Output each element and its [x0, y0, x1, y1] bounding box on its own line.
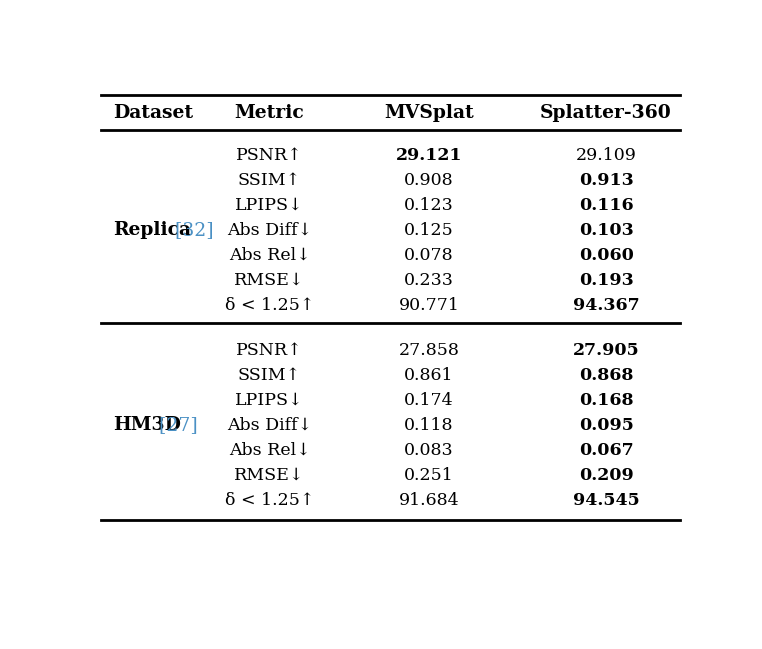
Text: 29.109: 29.109: [575, 147, 636, 164]
Text: 29.121: 29.121: [395, 147, 463, 164]
Text: 0.116: 0.116: [579, 197, 633, 214]
Text: Dataset: Dataset: [113, 104, 193, 122]
Text: δ < 1.25↑: δ < 1.25↑: [225, 492, 314, 509]
Text: 27.905: 27.905: [573, 342, 639, 359]
Text: 0.251: 0.251: [404, 467, 454, 484]
Text: 0.861: 0.861: [404, 367, 453, 384]
Text: 0.868: 0.868: [579, 367, 633, 384]
Text: 91.684: 91.684: [399, 492, 459, 509]
Text: MVSplat: MVSplat: [384, 104, 474, 122]
Text: 94.367: 94.367: [573, 297, 639, 313]
Text: HM3D: HM3D: [113, 416, 181, 434]
Text: 0.233: 0.233: [404, 272, 454, 289]
Text: 0.067: 0.067: [578, 442, 633, 459]
Text: 94.545: 94.545: [573, 492, 639, 509]
Text: Abs Diff↓: Abs Diff↓: [227, 417, 312, 434]
Text: 0.060: 0.060: [578, 247, 633, 263]
Text: δ < 1.25↑: δ < 1.25↑: [225, 297, 314, 313]
Text: 0.103: 0.103: [578, 222, 633, 239]
Text: 0.193: 0.193: [578, 272, 633, 289]
Text: LPIPS↓: LPIPS↓: [235, 197, 304, 214]
Text: PSNR↑: PSNR↑: [236, 342, 303, 359]
Text: Abs Rel↓: Abs Rel↓: [229, 247, 310, 263]
Text: 0.095: 0.095: [578, 417, 633, 434]
Text: 0.123: 0.123: [404, 197, 454, 214]
Text: RMSE↓: RMSE↓: [234, 272, 305, 289]
Text: PSNR↑: PSNR↑: [236, 147, 303, 164]
Text: 0.174: 0.174: [404, 392, 453, 409]
Text: Abs Rel↓: Abs Rel↓: [229, 442, 310, 459]
Text: 90.771: 90.771: [399, 297, 459, 313]
Text: 0.168: 0.168: [579, 392, 633, 409]
Text: 0.125: 0.125: [404, 222, 454, 239]
Text: SSIM↑: SSIM↑: [238, 172, 301, 189]
Text: RMSE↓: RMSE↓: [234, 467, 305, 484]
Text: [32]: [32]: [169, 221, 213, 239]
Text: Abs Diff↓: Abs Diff↓: [227, 222, 312, 239]
Text: LPIPS↓: LPIPS↓: [235, 392, 304, 409]
Text: 0.083: 0.083: [404, 442, 453, 459]
Text: 27.858: 27.858: [399, 342, 459, 359]
Text: [27]: [27]: [153, 416, 198, 434]
Text: 0.209: 0.209: [578, 467, 633, 484]
Text: Splatter-360: Splatter-360: [540, 104, 672, 122]
Text: Replica: Replica: [113, 221, 191, 239]
Text: Metric: Metric: [235, 104, 304, 122]
Text: 0.908: 0.908: [404, 172, 453, 189]
Text: 0.078: 0.078: [404, 247, 453, 263]
Text: SSIM↑: SSIM↑: [238, 367, 301, 384]
Text: 0.913: 0.913: [578, 172, 633, 189]
Text: 0.118: 0.118: [404, 417, 453, 434]
